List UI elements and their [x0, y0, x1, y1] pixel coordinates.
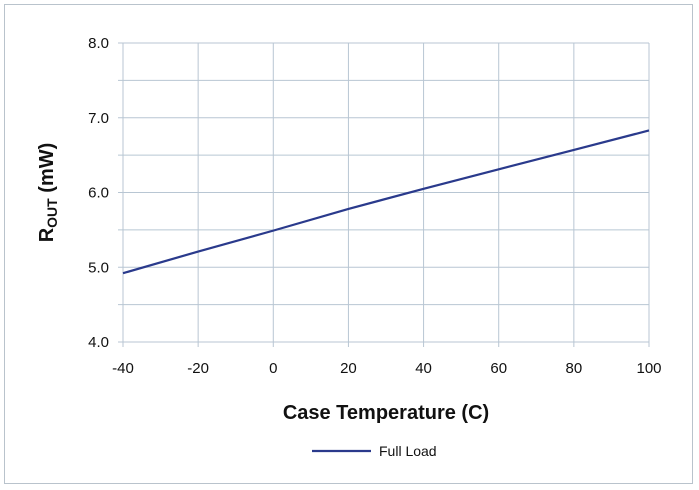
grid	[118, 42, 650, 347]
x-tick-label: -20	[187, 360, 209, 377]
x-tick-label: -40	[112, 360, 134, 377]
tick-labels: -40 -20 0 20 40 60 80 100 4.0 5.0 6.0 7.0 8.0	[88, 35, 661, 377]
chart-frame: -40 -20 0 20 40 60 80 100 4.0 5.0 6.0 7.0 8.0 Case T…	[4, 4, 693, 484]
y-axis-title-unit: (mW)	[36, 143, 58, 199]
x-axis-title: Case Temperature (C)	[283, 402, 489, 424]
x-tick-label: 20	[340, 360, 357, 377]
legend-label-full-load: Full Load	[379, 443, 437, 459]
y-tick-label: 6.0	[88, 185, 109, 202]
rout-vs-temperature-chart: -40 -20 0 20 40 60 80 100 4.0 5.0 6.0 7.0 8.0 Case T…	[36, 35, 662, 459]
x-tick-label: 0	[269, 360, 277, 377]
legend: Full Load	[312, 443, 437, 459]
y-axis-title-sub: OUT	[44, 198, 60, 228]
x-tick-label: 60	[490, 360, 507, 377]
series-layer	[122, 129, 650, 275]
y-tick-label: 8.0	[88, 35, 109, 52]
y-tick-label: 4.0	[88, 334, 109, 351]
x-tick-label: 100	[636, 360, 661, 377]
y-axis-title: ROUT (mW)	[36, 143, 60, 243]
x-tick-label: 80	[566, 360, 583, 377]
y-tick-label: 7.0	[88, 110, 109, 127]
series-line-full-load	[122, 129, 650, 275]
y-axis-title-main: R	[36, 227, 58, 242]
y-tick-label: 5.0	[88, 259, 109, 276]
x-tick-label: 40	[415, 360, 432, 377]
